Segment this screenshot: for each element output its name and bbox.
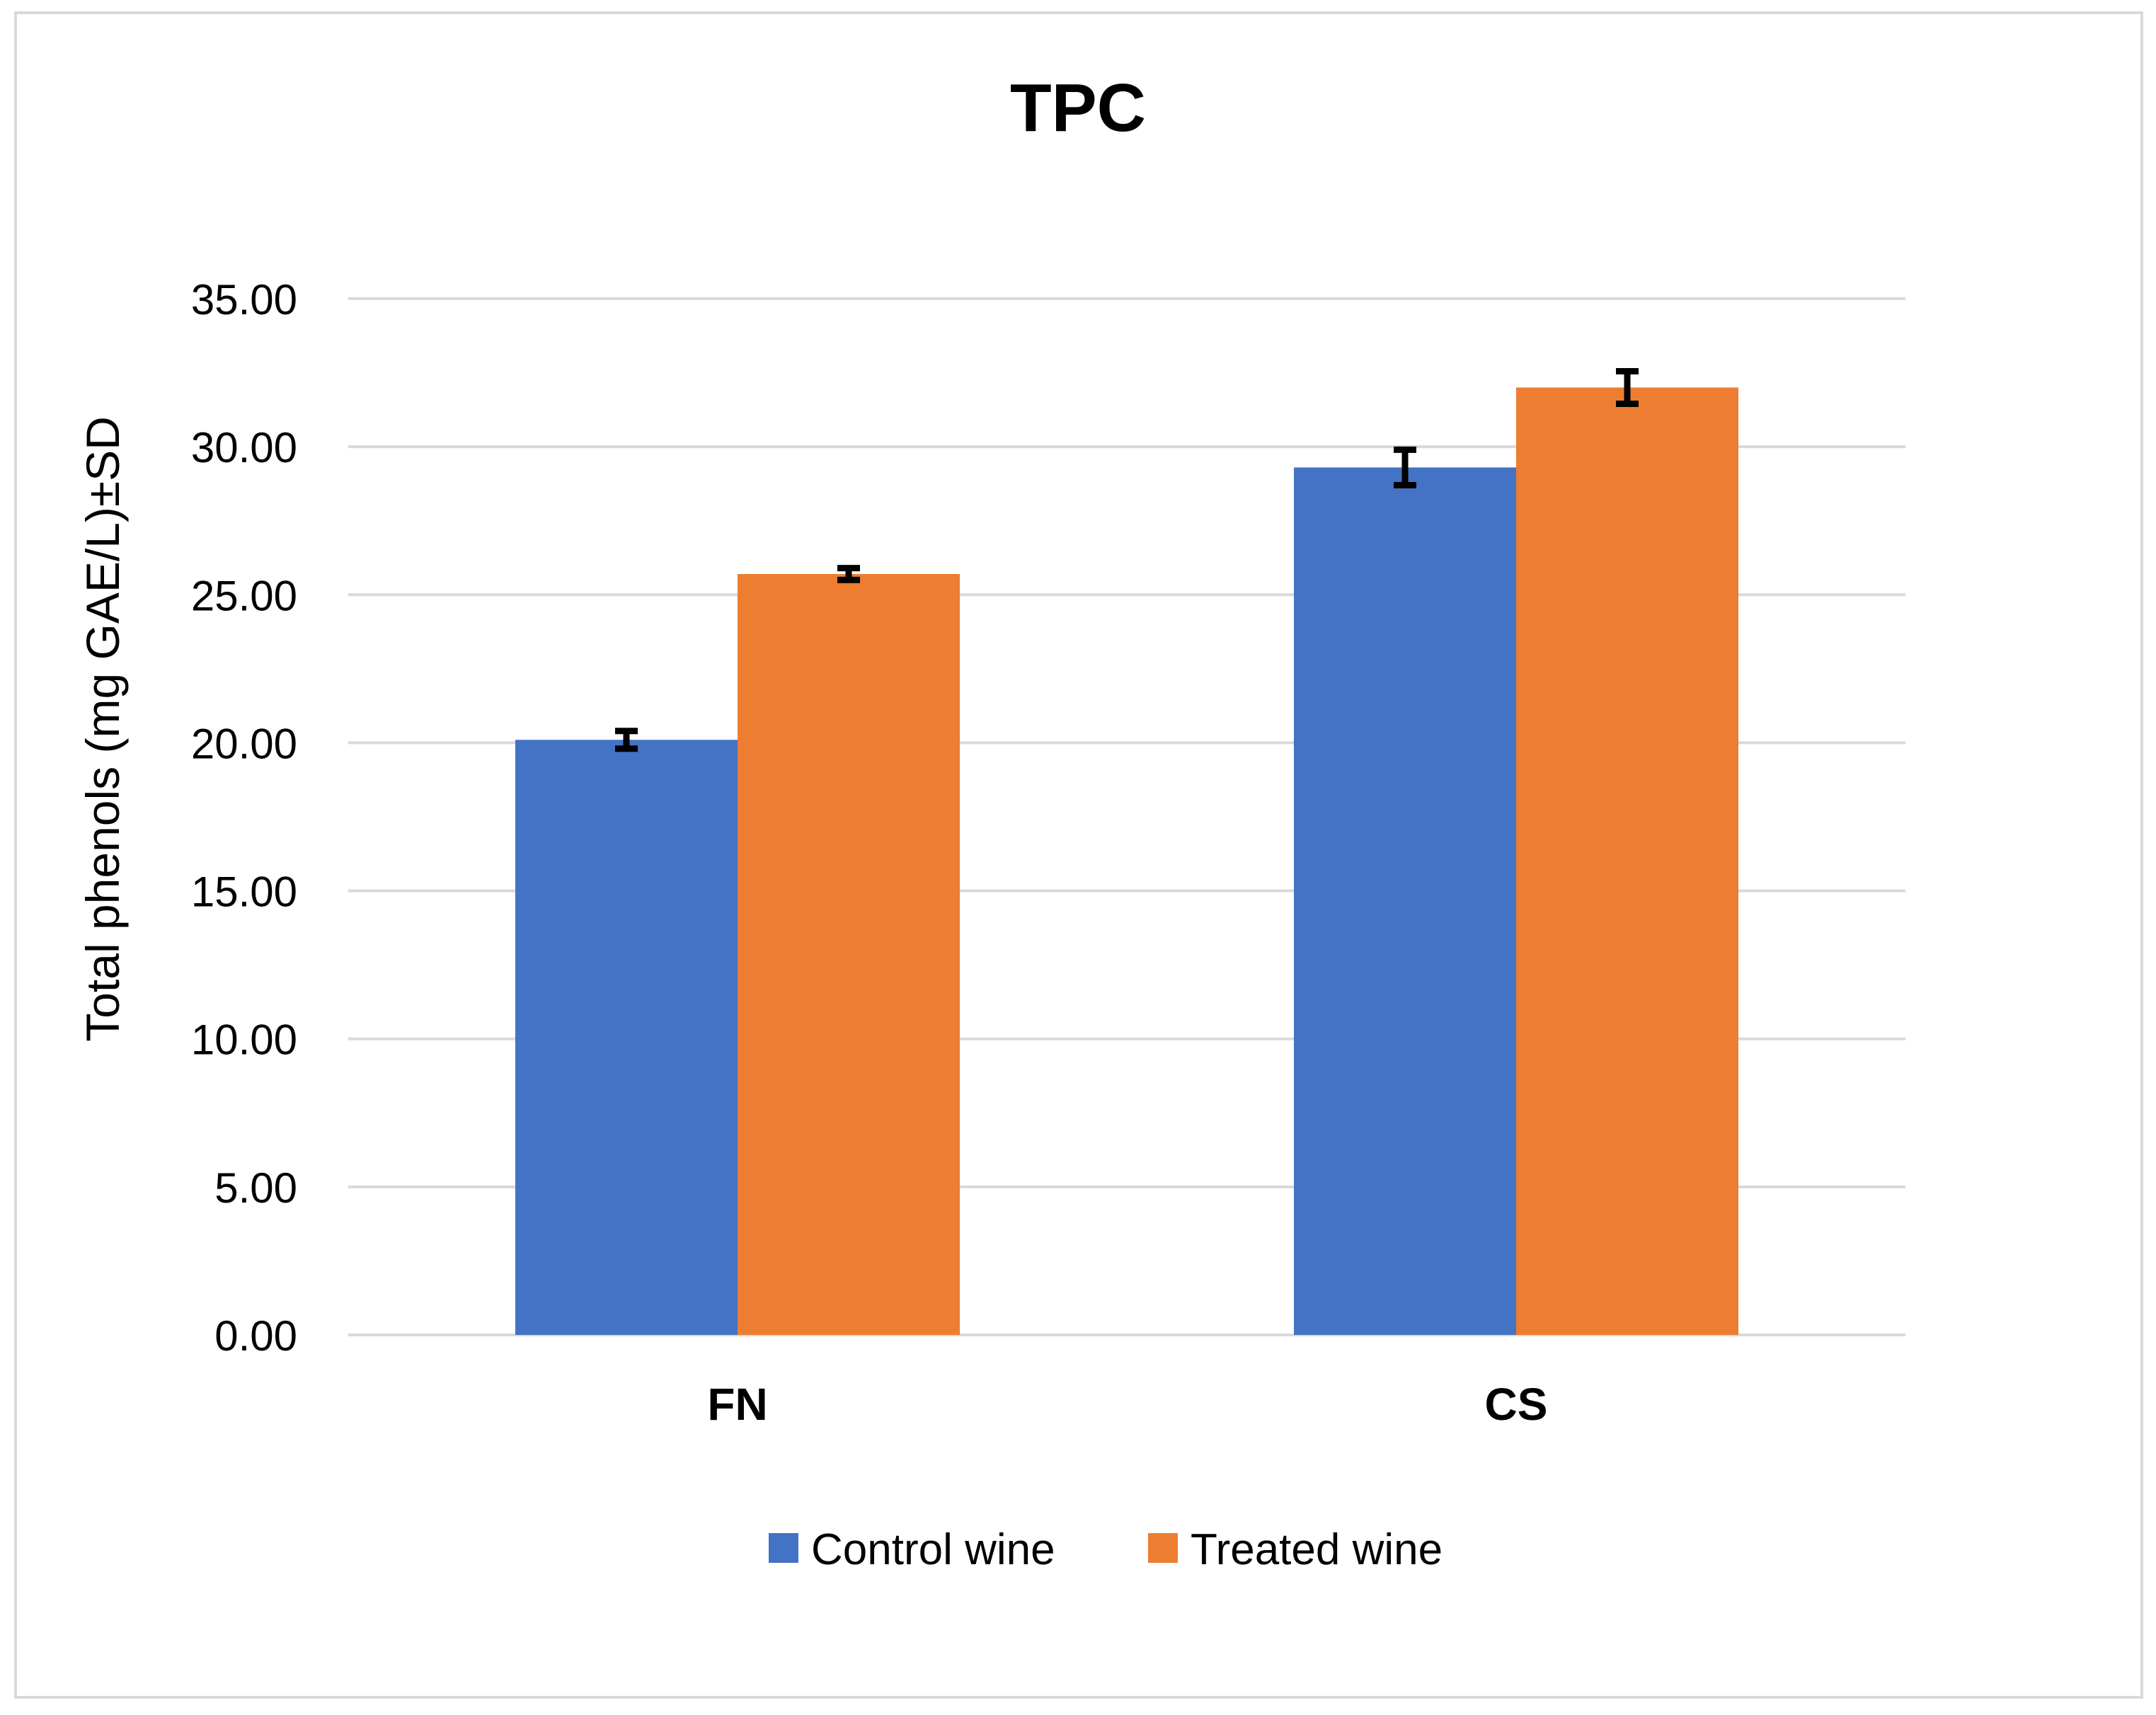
y-tick-label: 5.00 — [214, 1164, 297, 1212]
error-bar-control-wine-fn — [615, 728, 638, 752]
error-bars — [615, 367, 1639, 752]
bar-control-wine-fn — [515, 740, 738, 1335]
x-axis-tick-labels: FN CS — [707, 1379, 1547, 1430]
legend-item-treated-wine: Treated wine — [1148, 1525, 1443, 1574]
y-tick-label: 0.00 — [214, 1312, 297, 1360]
legend-swatch — [769, 1533, 798, 1563]
y-tick-label: 10.00 — [191, 1016, 297, 1064]
bar-control-wine-cs — [1294, 467, 1516, 1335]
error-bar-treated-wine-cs — [1616, 367, 1639, 407]
error-bar-treated-wine-fn — [837, 565, 860, 583]
x-tick-label: CS — [1485, 1379, 1548, 1430]
chart-border — [14, 11, 2143, 1699]
y-tick-label: 30.00 — [191, 424, 297, 471]
legend: Control wine Treated wine — [769, 1525, 1443, 1574]
y-tick-label: 15.00 — [191, 868, 297, 916]
legend-label: Treated wine — [1191, 1525, 1443, 1574]
bars — [515, 387, 1738, 1335]
y-axis-label: Total phenols (mg GAE/L)±SD — [76, 416, 129, 1042]
legend-label: Control wine — [811, 1525, 1055, 1574]
error-bar-control-wine-cs — [1394, 446, 1416, 489]
y-axis-tick-labels: 0.00 5.00 10.00 15.00 20.00 25.00 30.00 35.00 — [191, 276, 297, 1360]
bar-treated-wine-cs — [1516, 387, 1738, 1335]
y-tick-label: 20.00 — [191, 720, 297, 767]
y-tick-label: 35.00 — [191, 276, 297, 323]
legend-item-control-wine: Control wine — [769, 1525, 1055, 1574]
y-tick-label: 25.00 — [191, 572, 297, 619]
bar-treated-wine-fn — [738, 574, 960, 1335]
x-tick-label: FN — [707, 1379, 767, 1430]
chart-title: TPC — [1010, 70, 1146, 146]
legend-swatch — [1148, 1533, 1178, 1563]
